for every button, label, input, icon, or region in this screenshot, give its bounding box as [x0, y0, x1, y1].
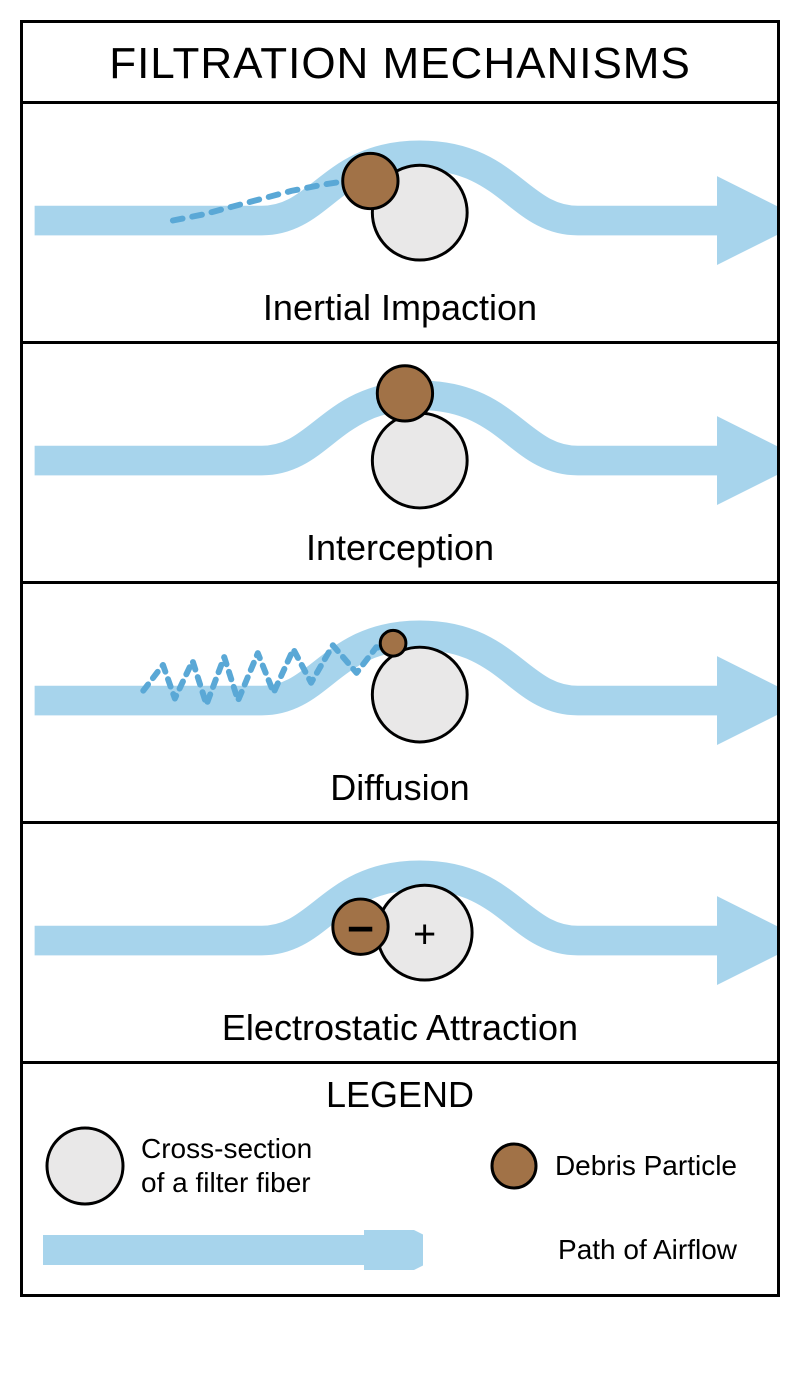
- legend: LEGEND Cross-section of a filter fiber D…: [23, 1064, 777, 1294]
- legend-row-2: Path of Airflow: [43, 1230, 757, 1270]
- legend-item-particle: Debris Particle: [487, 1139, 737, 1193]
- legend-title: LEGEND: [43, 1074, 757, 1116]
- panel-label-diffusion: Diffusion: [23, 767, 777, 809]
- panel-interception: Interception: [23, 344, 777, 584]
- panel-diffusion: Diffusion: [23, 584, 777, 824]
- minus-sign: –: [347, 900, 373, 953]
- legend-fiber-icon: [43, 1124, 127, 1208]
- panel-label-inertial: Inertial Impaction: [23, 287, 777, 329]
- legend-particle-icon: [487, 1139, 541, 1193]
- plus-sign: +: [413, 913, 436, 957]
- panel-inertial-impaction: Inertial Impaction: [23, 104, 777, 344]
- legend-airflow-icon: [43, 1230, 423, 1270]
- diagram-title: FILTRATION MECHANISMS: [31, 39, 769, 89]
- title-cell: FILTRATION MECHANISMS: [23, 23, 777, 104]
- diagram-container: FILTRATION MECHANISMS Inertial Impaction: [20, 20, 780, 1297]
- legend-fiber-line1: Cross-section: [141, 1132, 312, 1166]
- legend-fiber-line2: of a filter fiber: [141, 1166, 312, 1200]
- legend-row-1: Cross-section of a filter fiber Debris P…: [43, 1124, 757, 1208]
- legend-item-fiber: Cross-section of a filter fiber: [43, 1124, 312, 1208]
- panel-label-electrostatic: Electrostatic Attraction: [23, 1007, 777, 1049]
- legend-particle-text: Debris Particle: [555, 1149, 737, 1183]
- legend-fiber-text: Cross-section of a filter fiber: [141, 1132, 312, 1199]
- legend-airflow-text: Path of Airflow: [558, 1233, 737, 1267]
- panel-electrostatic: + – Electrostatic Attraction: [23, 824, 777, 1064]
- panel-label-interception: Interception: [23, 527, 777, 569]
